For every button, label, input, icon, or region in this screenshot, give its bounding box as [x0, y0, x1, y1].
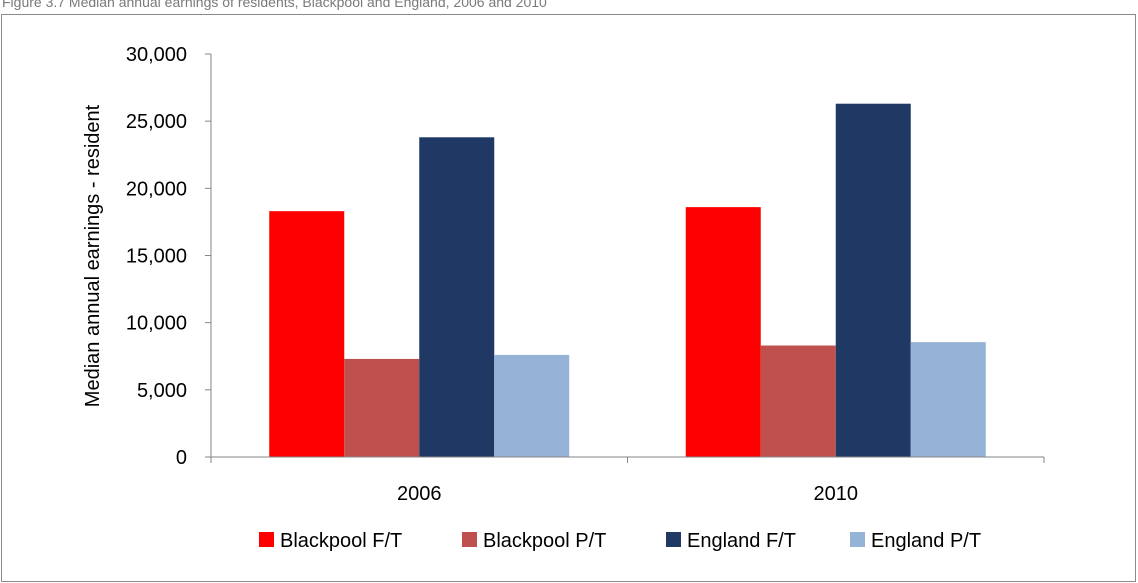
bar: [685, 207, 761, 457]
bar: [494, 354, 570, 457]
y-tick-label: 5,000: [137, 380, 187, 402]
x-tick-label: 2006: [397, 483, 442, 505]
y-tick-label: 30,000: [126, 44, 187, 66]
x-axis-ticks: [210, 457, 1045, 463]
x-axis-labels: 2006 2010: [397, 483, 858, 505]
figure-caption: Figure 3.7 Median annual earnings of res…: [2, 0, 547, 10]
legend-swatch: [666, 532, 681, 547]
bar: [419, 137, 495, 457]
bar: [269, 211, 345, 457]
bars: [269, 103, 986, 457]
bar: [344, 358, 420, 457]
x-tick-label: 2010: [814, 483, 859, 505]
legend-label: England P/T: [871, 530, 981, 552]
legend-label: Blackpool P/T: [483, 530, 606, 552]
y-tick-label: 25,000: [126, 111, 187, 133]
legend-swatch: [259, 532, 274, 547]
y-axis-ticks: 0 5,000 10,000 15,000 20,000 25,000 30,000: [126, 44, 211, 469]
caption-strip: Figure 3.7 Median annual earnings of res…: [0, 0, 1138, 14]
legend-swatch: [462, 532, 477, 547]
y-tick-label: 20,000: [126, 178, 187, 200]
y-axis-title: Median annual earnings - resident: [82, 104, 104, 407]
bar: [910, 342, 986, 457]
y-tick-label: 15,000: [126, 246, 187, 268]
bar: [760, 345, 836, 457]
y-tick-label: 10,000: [126, 313, 187, 335]
legend-label: England F/T: [687, 530, 796, 552]
legend-swatch: [850, 532, 865, 547]
bar: [835, 103, 911, 457]
chart-frame: [1, 14, 1136, 582]
legend: Blackpool F/T Blackpool P/T England F/T Eng…: [259, 530, 981, 552]
y-tick-label: 0: [176, 447, 187, 469]
legend-label: Blackpool F/T: [280, 530, 402, 552]
